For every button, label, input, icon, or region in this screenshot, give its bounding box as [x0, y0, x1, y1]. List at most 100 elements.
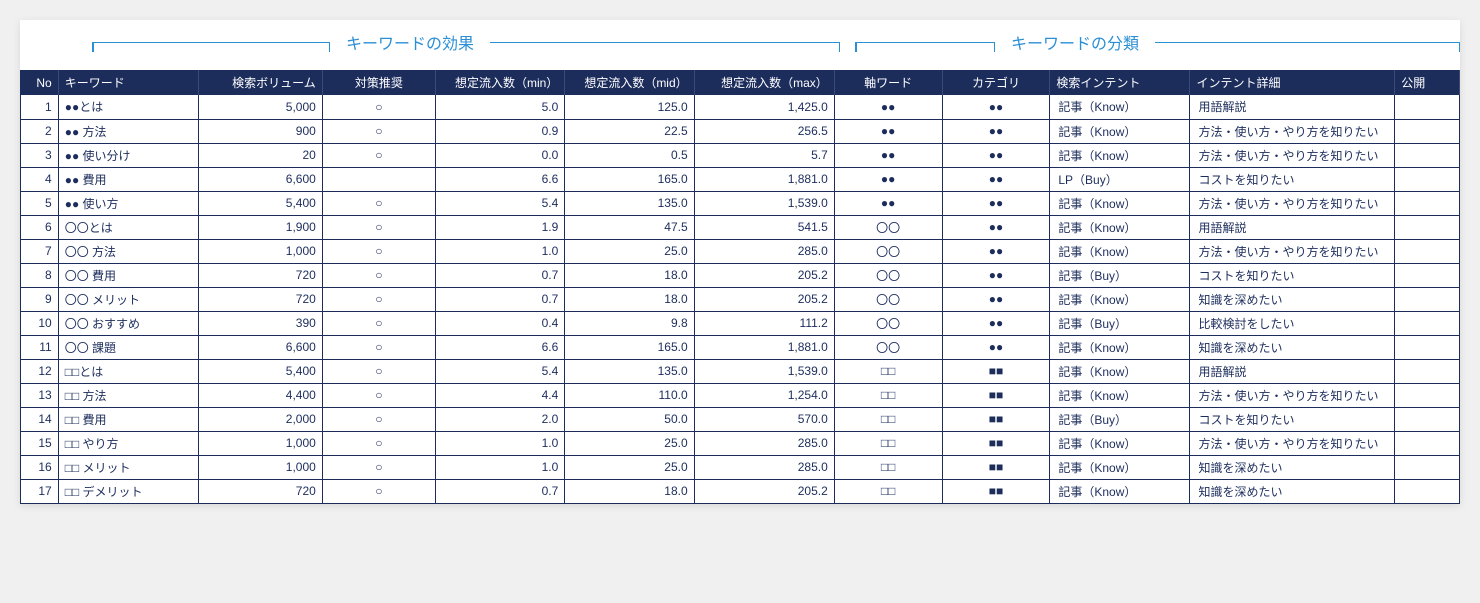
cell-volume[interactable]: 5,400 [198, 359, 322, 383]
cell-max[interactable]: 570.0 [694, 407, 834, 431]
cell-category[interactable]: ●● [942, 95, 1050, 119]
cell-max[interactable]: 1,254.0 [694, 383, 834, 407]
cell-volume[interactable]: 20 [198, 143, 322, 167]
cell-detail[interactable]: 方法・使い方・やり方を知りたい [1190, 119, 1395, 143]
cell-keyword[interactable]: 〇〇 課題 [58, 335, 198, 359]
cell-keyword[interactable]: □□とは [58, 359, 198, 383]
cell-pub[interactable] [1395, 263, 1460, 287]
cell-axis[interactable]: □□ [834, 359, 942, 383]
col-header-min[interactable]: 想定流入数（min） [435, 70, 564, 95]
cell-min[interactable]: 0.7 [435, 479, 564, 503]
cell-no[interactable]: 17 [21, 479, 59, 503]
cell-detail[interactable]: コストを知りたい [1190, 263, 1395, 287]
cell-category[interactable]: ●● [942, 167, 1050, 191]
cell-recommend[interactable]: ○ [322, 335, 435, 359]
cell-detail[interactable]: 方法・使い方・やり方を知りたい [1190, 143, 1395, 167]
cell-max[interactable]: 5.7 [694, 143, 834, 167]
cell-recommend[interactable]: ○ [322, 455, 435, 479]
cell-no[interactable]: 7 [21, 239, 59, 263]
cell-recommend[interactable]: ○ [322, 263, 435, 287]
cell-intent[interactable]: 記事（Know） [1050, 287, 1190, 311]
cell-mid[interactable]: 18.0 [565, 263, 694, 287]
cell-category[interactable]: ●● [942, 263, 1050, 287]
cell-volume[interactable]: 5,400 [198, 191, 322, 215]
cell-pub[interactable] [1395, 239, 1460, 263]
cell-mid[interactable]: 25.0 [565, 455, 694, 479]
cell-no[interactable]: 13 [21, 383, 59, 407]
cell-recommend[interactable]: ○ [322, 191, 435, 215]
cell-recommend[interactable]: ○ [322, 383, 435, 407]
cell-intent[interactable]: 記事（Know） [1050, 335, 1190, 359]
cell-no[interactable]: 1 [21, 95, 59, 119]
cell-min[interactable]: 6.6 [435, 167, 564, 191]
cell-intent[interactable]: 記事（Know） [1050, 239, 1190, 263]
cell-pub[interactable] [1395, 167, 1460, 191]
cell-min[interactable]: 5.0 [435, 95, 564, 119]
cell-mid[interactable]: 9.8 [565, 311, 694, 335]
cell-no[interactable]: 2 [21, 119, 59, 143]
cell-max[interactable]: 111.2 [694, 311, 834, 335]
cell-volume[interactable]: 4,400 [198, 383, 322, 407]
col-header-intent[interactable]: 検索インテント [1050, 70, 1190, 95]
col-header-axis[interactable]: 軸ワード [834, 70, 942, 95]
cell-keyword[interactable]: □□ デメリット [58, 479, 198, 503]
cell-mid[interactable]: 125.0 [565, 95, 694, 119]
cell-detail[interactable]: 知識を深めたい [1190, 335, 1395, 359]
cell-keyword[interactable]: ●● 使い分け [58, 143, 198, 167]
cell-category[interactable]: ■■ [942, 359, 1050, 383]
cell-volume[interactable]: 5,000 [198, 95, 322, 119]
cell-pub[interactable] [1395, 383, 1460, 407]
cell-pub[interactable] [1395, 215, 1460, 239]
cell-axis[interactable]: □□ [834, 431, 942, 455]
cell-no[interactable]: 8 [21, 263, 59, 287]
cell-max[interactable]: 205.2 [694, 263, 834, 287]
cell-keyword[interactable]: □□ 方法 [58, 383, 198, 407]
cell-detail[interactable]: 方法・使い方・やり方を知りたい [1190, 191, 1395, 215]
cell-min[interactable]: 1.0 [435, 239, 564, 263]
col-header-category[interactable]: カテゴリ [942, 70, 1050, 95]
cell-no[interactable]: 15 [21, 431, 59, 455]
cell-max[interactable]: 1,881.0 [694, 167, 834, 191]
cell-intent[interactable]: 記事（Buy） [1050, 263, 1190, 287]
cell-mid[interactable]: 165.0 [565, 335, 694, 359]
cell-mid[interactable]: 47.5 [565, 215, 694, 239]
cell-detail[interactable]: コストを知りたい [1190, 167, 1395, 191]
cell-mid[interactable]: 25.0 [565, 239, 694, 263]
cell-intent[interactable]: 記事（Know） [1050, 119, 1190, 143]
cell-volume[interactable]: 720 [198, 263, 322, 287]
cell-category[interactable]: ■■ [942, 431, 1050, 455]
cell-volume[interactable]: 6,600 [198, 335, 322, 359]
cell-recommend[interactable]: ○ [322, 287, 435, 311]
col-header-max[interactable]: 想定流入数（max） [694, 70, 834, 95]
cell-keyword[interactable]: □□ やり方 [58, 431, 198, 455]
cell-mid[interactable]: 18.0 [565, 479, 694, 503]
cell-min[interactable]: 0.9 [435, 119, 564, 143]
cell-recommend[interactable] [322, 167, 435, 191]
cell-mid[interactable]: 50.0 [565, 407, 694, 431]
cell-axis[interactable]: 〇〇 [834, 239, 942, 263]
cell-min[interactable]: 5.4 [435, 359, 564, 383]
cell-intent[interactable]: 記事（Know） [1050, 215, 1190, 239]
cell-detail[interactable]: 知識を深めたい [1190, 287, 1395, 311]
cell-detail[interactable]: コストを知りたい [1190, 407, 1395, 431]
cell-mid[interactable]: 135.0 [565, 191, 694, 215]
cell-detail[interactable]: 方法・使い方・やり方を知りたい [1190, 239, 1395, 263]
cell-mid[interactable]: 0.5 [565, 143, 694, 167]
cell-pub[interactable] [1395, 455, 1460, 479]
cell-detail[interactable]: 方法・使い方・やり方を知りたい [1190, 383, 1395, 407]
cell-mid[interactable]: 18.0 [565, 287, 694, 311]
cell-no[interactable]: 9 [21, 287, 59, 311]
cell-axis[interactable]: □□ [834, 479, 942, 503]
cell-category[interactable]: ●● [942, 143, 1050, 167]
cell-keyword[interactable]: 〇〇 おすすめ [58, 311, 198, 335]
col-header-detail[interactable]: インテント詳細 [1190, 70, 1395, 95]
col-header-recommend[interactable]: 対策推奨 [322, 70, 435, 95]
cell-keyword[interactable]: 〇〇 メリット [58, 287, 198, 311]
cell-pub[interactable] [1395, 335, 1460, 359]
cell-pub[interactable] [1395, 359, 1460, 383]
cell-intent[interactable]: 記事（Know） [1050, 431, 1190, 455]
cell-no[interactable]: 4 [21, 167, 59, 191]
cell-intent[interactable]: 記事（Know） [1050, 95, 1190, 119]
cell-volume[interactable]: 2,000 [198, 407, 322, 431]
cell-category[interactable]: ●● [942, 119, 1050, 143]
